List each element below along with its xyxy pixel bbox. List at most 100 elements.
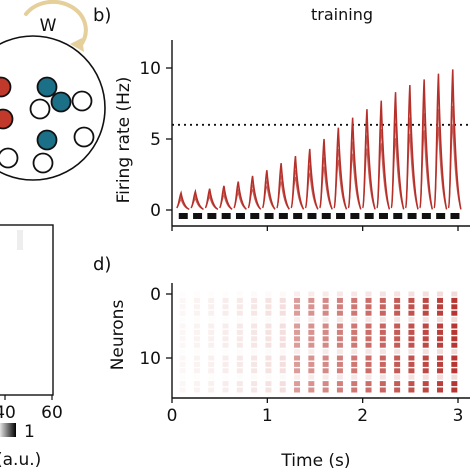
stimulus-bar: [293, 213, 303, 219]
heatmap-cell: [294, 336, 301, 342]
heatmap-cell: [280, 349, 286, 354]
d-xtick-label: 2: [357, 406, 368, 426]
heatmap-cell: [422, 329, 429, 335]
heatmap-cell: [408, 342, 415, 348]
heatmap-cell: [279, 304, 286, 310]
stimulus-bar: [250, 213, 260, 219]
heatmap-cell: [322, 361, 329, 367]
heatmap-cell: [365, 329, 372, 335]
heatmap-cell: [365, 342, 372, 348]
heatmap-cell: [408, 304, 415, 310]
stimulus-bar: [407, 213, 417, 219]
neuron-heatmap: [179, 291, 458, 393]
heatmap-cell: [265, 292, 271, 297]
heatmap-cell: [265, 329, 272, 335]
heatmap-cell: [179, 355, 186, 361]
heatmap-cell: [236, 368, 243, 374]
heatmap-cell: [422, 291, 429, 297]
heatmap-cell: [251, 292, 257, 297]
heatmap-cell: [437, 342, 444, 348]
heatmap-cell: [394, 291, 401, 297]
heatmap-cell: [193, 310, 200, 316]
heatmap-cell: [294, 317, 301, 323]
heatmap-cell: [251, 342, 258, 348]
heatmap-cell: [322, 387, 329, 393]
heatmap-cell: [437, 387, 444, 393]
stimulus-bar: [221, 213, 231, 219]
firing-rate-trace: [448, 124, 462, 210]
colorbar-unit: (a.u.): [0, 450, 41, 470]
firing-rate-traces: [176, 69, 462, 210]
heatmap-cell: [437, 304, 444, 310]
heatmap-cell: [394, 336, 401, 342]
heatmap-cell: [208, 355, 215, 361]
heatmap-cell: [437, 291, 444, 297]
heatmap-cell: [280, 375, 286, 380]
heatmap-cell: [308, 323, 315, 329]
heatmap-cell: [351, 291, 358, 297]
heatmap-cell: [351, 355, 358, 361]
heatmap-cell: [179, 310, 186, 316]
heatmap-cell: [308, 291, 315, 297]
heatmap-cell: [336, 368, 343, 374]
heatmap-cell: [222, 304, 229, 310]
stimulus-bar: [364, 213, 374, 219]
heatmap-cell: [236, 297, 243, 303]
panel-d-xlabel: Time (s): [280, 451, 350, 471]
heatmap-cell: [408, 368, 415, 374]
heatmap-cell: [365, 297, 372, 303]
heatmap-cell: [394, 310, 401, 316]
heatmap-cell: [193, 387, 200, 393]
heatmap-cell: [265, 310, 272, 316]
heatmap-cell: [251, 361, 258, 367]
panel-c-faint-stripe: [17, 230, 23, 250]
heatmap-cell: [308, 381, 315, 387]
heatmap-cell: [451, 387, 458, 393]
stimulus-bar: [350, 213, 360, 219]
neuron-open-circle: [73, 126, 95, 148]
w-label: W: [40, 16, 57, 36]
stimulus-bar: [278, 213, 288, 219]
heatmap-cell: [322, 310, 329, 316]
colorbar-max-label: 1: [24, 422, 35, 442]
heatmap-cell: [251, 336, 258, 342]
heatmap-cell: [179, 304, 186, 310]
heatmap-cell: [351, 323, 358, 329]
heatmap-cell: [322, 355, 329, 361]
heatmap-cell: [451, 323, 458, 329]
heatmap-cell: [179, 342, 186, 348]
heatmap-cell: [308, 374, 315, 380]
heatmap-cell: [251, 368, 258, 374]
heatmap-cell: [336, 342, 343, 348]
heatmap-cell: [365, 349, 372, 355]
panel-b-ylabel: Firing rate (Hz): [114, 77, 134, 204]
heatmap-cell: [265, 297, 272, 303]
heatmap-cell: [279, 355, 286, 361]
heatmap-cell: [308, 329, 315, 335]
w-arrow-icon: [24, 0, 88, 48]
neuron-red-circle: [0, 76, 12, 98]
neuron-teal-circle: [50, 91, 72, 113]
heatmap-cell: [251, 349, 257, 354]
d-xtick-label: 3: [453, 406, 464, 426]
heatmap-cell: [336, 310, 343, 316]
heatmap-cell: [408, 323, 415, 329]
heatmap-cell: [308, 361, 315, 367]
heatmap-cell: [279, 387, 286, 393]
b-ytick-label: 10: [139, 59, 161, 79]
heatmap-cell: [308, 349, 315, 355]
firing-rate-trace: [347, 153, 362, 210]
heatmap-cell: [379, 317, 386, 323]
heatmap-cell: [379, 342, 386, 348]
heatmap-cell: [223, 317, 229, 322]
b-ytick-label: 5: [150, 130, 161, 150]
panel-d-label: d): [93, 254, 111, 275]
heatmap-cell: [437, 310, 444, 316]
heatmap-cell: [379, 304, 386, 310]
heatmap-cell: [193, 342, 200, 348]
heatmap-cell: [437, 336, 444, 342]
heatmap-cell: [379, 368, 386, 374]
heatmap-cell: [222, 336, 229, 342]
heatmap-cell: [193, 323, 200, 329]
